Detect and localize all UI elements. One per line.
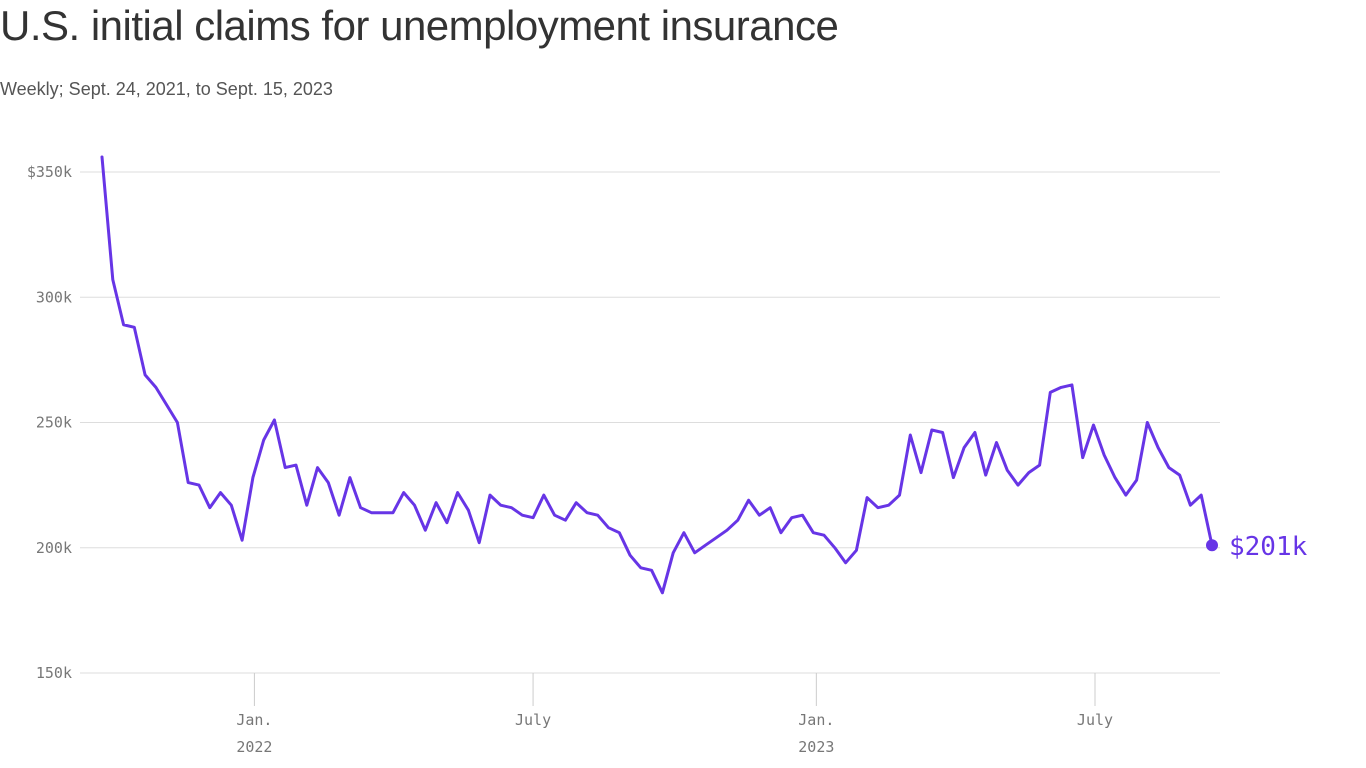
y-tick-label: 150k: [36, 664, 72, 682]
x-tick-label: July: [515, 711, 551, 729]
claims-series-line: [100, 155, 1214, 595]
y-tick-label: 250k: [36, 414, 72, 432]
y-tick-label: 300k: [36, 288, 72, 306]
y-tick-label: $350k: [27, 163, 72, 181]
series-layer: $201k: [100, 155, 1308, 595]
gridlines: [80, 171, 1220, 674]
x-tick-year-label: 2023: [798, 738, 834, 756]
axes: $350k 300k 250k 200k 150k Jan. 2022 July Jan. 202…: [27, 163, 1113, 756]
x-tick-label: Jan.: [798, 711, 834, 729]
chart-subtitle: Weekly; Sept. 24, 2021, to Sept. 15, 202…: [0, 79, 333, 99]
x-tick-label: Jan.: [236, 711, 272, 729]
x-tick-label: July: [1077, 711, 1113, 729]
last-point-marker: [1206, 539, 1218, 552]
y-tick-label: 200k: [36, 539, 72, 557]
chart-title: U.S. initial claims for unemployment ins…: [0, 2, 839, 49]
last-value-label: $201k: [1229, 532, 1308, 562]
x-tick-year-label: 2022: [236, 738, 272, 756]
